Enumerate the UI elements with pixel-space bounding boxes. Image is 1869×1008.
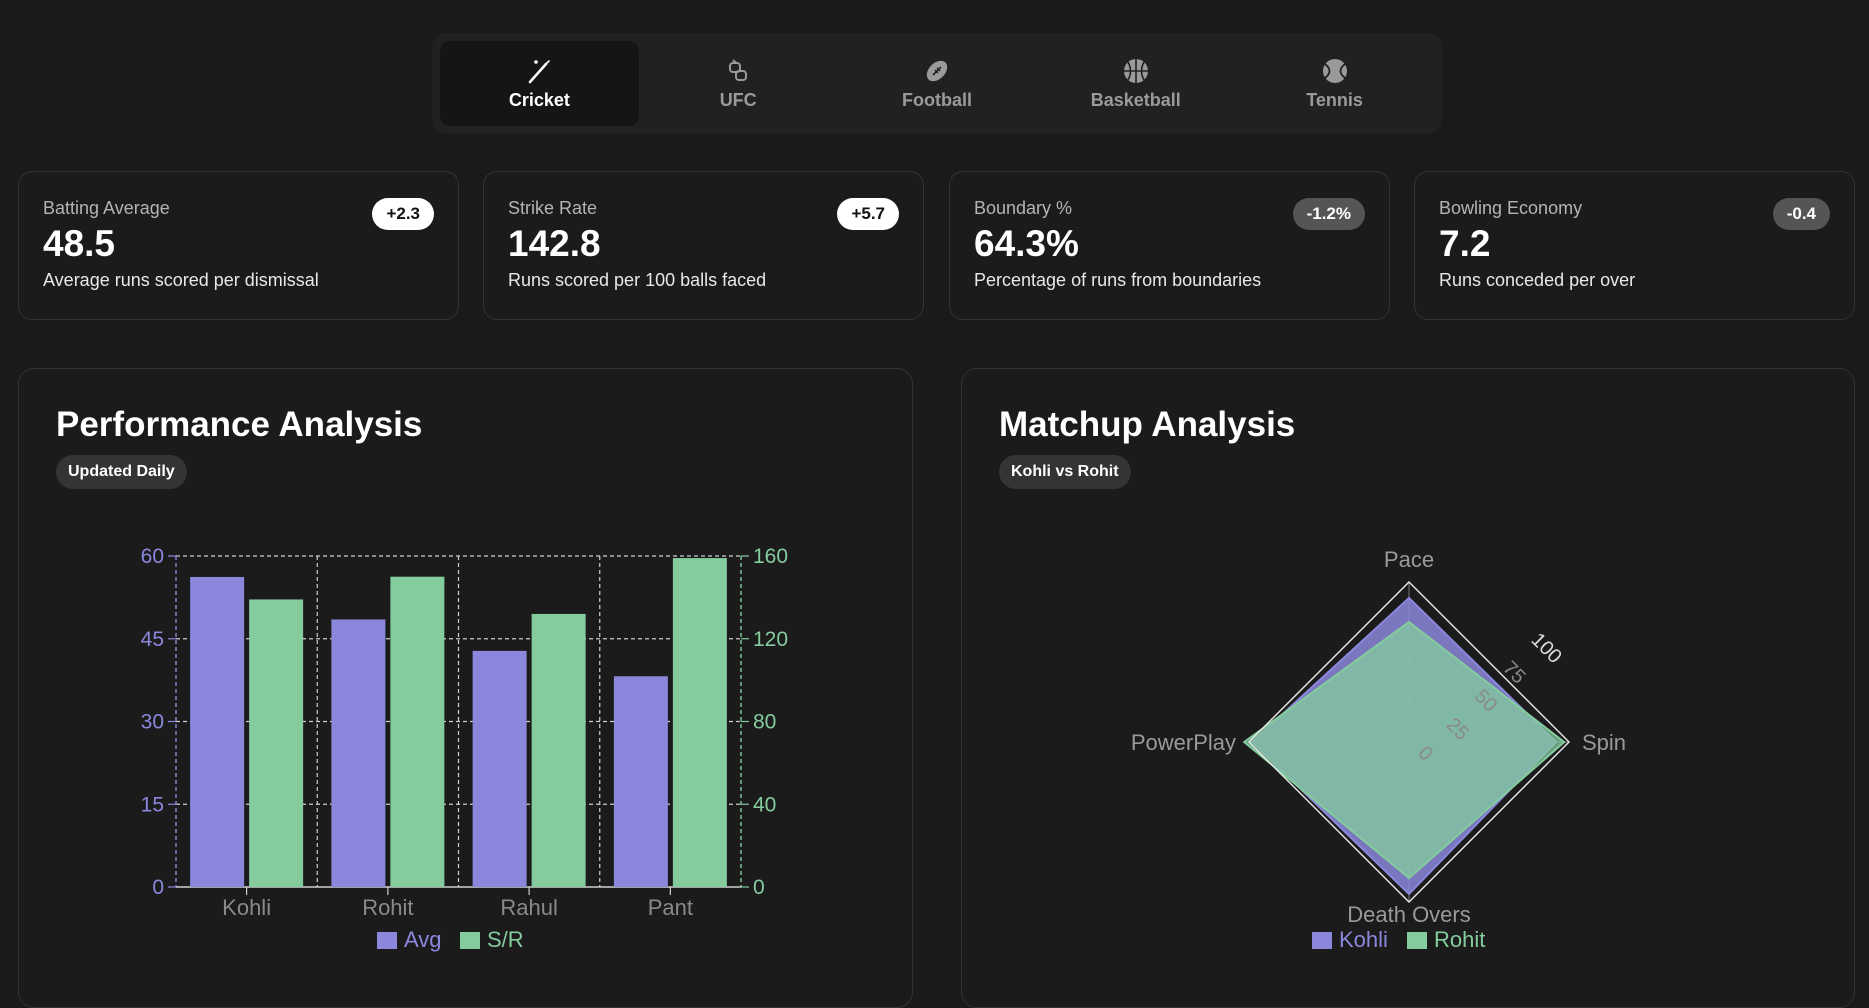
- stat-description: Average runs scored per dismissal: [43, 269, 319, 290]
- stat-label: Boundary %: [974, 198, 1073, 218]
- stat-card-batting-average: Batting Average 48.5 Average runs scored…: [18, 171, 459, 320]
- stat-value: 48.5: [43, 223, 116, 264]
- legend-label-avg: Avg: [404, 927, 442, 952]
- legend-swatch-avg: [377, 932, 397, 949]
- stat-description: Runs scored per 100 balls faced: [508, 269, 767, 290]
- tab-label: UFC: [719, 90, 757, 110]
- stat-value: 64.3%: [974, 223, 1079, 264]
- y-right-tick: 120: [753, 628, 788, 651]
- performance-panel: Performance Analysis Updated Daily 0 15 30…: [18, 368, 913, 1008]
- bar-strike-rate: [390, 576, 445, 887]
- matchup-panel: Matchup Analysis Kohli vs Rohit 0 25 50 75 1…: [961, 368, 1855, 1008]
- y-left-tick: 45: [141, 628, 164, 651]
- legend-swatch-sr: [460, 932, 480, 949]
- stat-card-bowling-economy: Bowling Economy 7.2 Runs conceded per ov…: [1414, 171, 1855, 320]
- stat-description: Percentage of runs from boundaries: [974, 269, 1262, 290]
- radar-tick-label: 100: [1527, 629, 1566, 668]
- tab-label: Cricket: [508, 90, 570, 110]
- radar-axis-label: PowerPlay: [1131, 730, 1236, 755]
- cricket-bat-icon: [529, 60, 551, 84]
- bar-avg: [190, 576, 245, 887]
- y-left-tick: 0: [152, 876, 164, 899]
- panel-title: Performance Analysis: [56, 405, 423, 444]
- y-right-tick: 80: [753, 711, 776, 734]
- tab-ufc[interactable]: UFC: [639, 41, 838, 126]
- legend-label-sr: S/R: [487, 927, 524, 952]
- stat-change-badge: -1.2%: [1292, 198, 1365, 230]
- bar-strike-rate: [249, 599, 304, 887]
- panel-title: Matchup Analysis: [999, 405, 1296, 444]
- stat-change-badge: -0.4: [1772, 198, 1830, 230]
- radar-axis-label: Spin: [1582, 730, 1626, 755]
- radar-series-rohit: [1242, 620, 1566, 880]
- basketball-icon: [1123, 59, 1148, 83]
- stat-description: Runs conceded per over: [1439, 269, 1636, 290]
- y-right-tick: 40: [753, 793, 776, 816]
- radar-axis-label: Pace: [1384, 547, 1434, 572]
- radar-outer-ring: [1248, 581, 1570, 903]
- sport-tabs: Cricket UFC Football Basketball: [432, 33, 1442, 134]
- bar-avg: [613, 676, 668, 887]
- y-right-tick: 160: [753, 545, 788, 568]
- x-tick-label: Rohit: [362, 895, 413, 920]
- stat-change-badge: +5.7: [837, 198, 899, 230]
- bar-avg: [331, 619, 386, 887]
- legend-label-rohit: Rohit: [1434, 927, 1485, 952]
- tab-tennis[interactable]: Tennis: [1235, 41, 1434, 126]
- tab-cricket[interactable]: Cricket: [440, 41, 639, 126]
- tab-basketball[interactable]: Basketball: [1036, 41, 1235, 126]
- stat-change-badge: +2.3: [372, 198, 434, 230]
- legend-label-kohli: Kohli: [1339, 927, 1388, 952]
- y-right-tick: 0: [753, 876, 765, 899]
- x-tick-label: Rahul: [500, 895, 557, 920]
- radar-axis-label: Death Overs: [1347, 902, 1471, 927]
- y-left-tick: 60: [141, 545, 164, 568]
- stat-card-strike-rate: Strike Rate 142.8 Runs scored per 100 ba…: [483, 171, 924, 320]
- y-left-tick: 15: [141, 793, 164, 816]
- stat-label: Bowling Economy: [1439, 198, 1583, 218]
- bar-strike-rate: [531, 613, 586, 887]
- stat-card-boundary-percent: Boundary % 64.3% Percentage of runs from…: [949, 171, 1390, 320]
- football-icon: [926, 60, 948, 82]
- legend-swatch-rohit: [1407, 932, 1427, 949]
- tab-label: Basketball: [1090, 90, 1181, 110]
- stat-label: Strike Rate: [508, 198, 598, 218]
- x-tick-label: Pant: [648, 895, 693, 920]
- tennis-ball-icon: [1322, 59, 1347, 83]
- bar-strike-rate: [672, 558, 727, 887]
- performance-bar-chart: 0 15 30 45 60 0 40 80 120 160 Kohli Rohit Rahul Pant A…: [141, 545, 788, 952]
- bar-avg: [472, 650, 527, 887]
- y-left-tick: 30: [141, 711, 164, 734]
- stat-value: 142.8: [508, 223, 601, 264]
- updated-pill: Updated Daily: [56, 455, 187, 489]
- stat-value: 7.2: [1439, 223, 1491, 264]
- legend-swatch-kohli: [1312, 932, 1332, 949]
- tab-label: Football: [901, 90, 972, 110]
- tab-label: Tennis: [1306, 90, 1363, 110]
- ufc-glove-icon: [729, 59, 748, 81]
- radar-tick-label: 75: [1498, 657, 1529, 688]
- stat-label: Batting Average: [43, 198, 170, 218]
- tab-football[interactable]: Football: [838, 41, 1037, 126]
- matchup-pill: Kohli vs Rohit: [999, 455, 1131, 489]
- x-tick-label: Kohli: [222, 895, 271, 920]
